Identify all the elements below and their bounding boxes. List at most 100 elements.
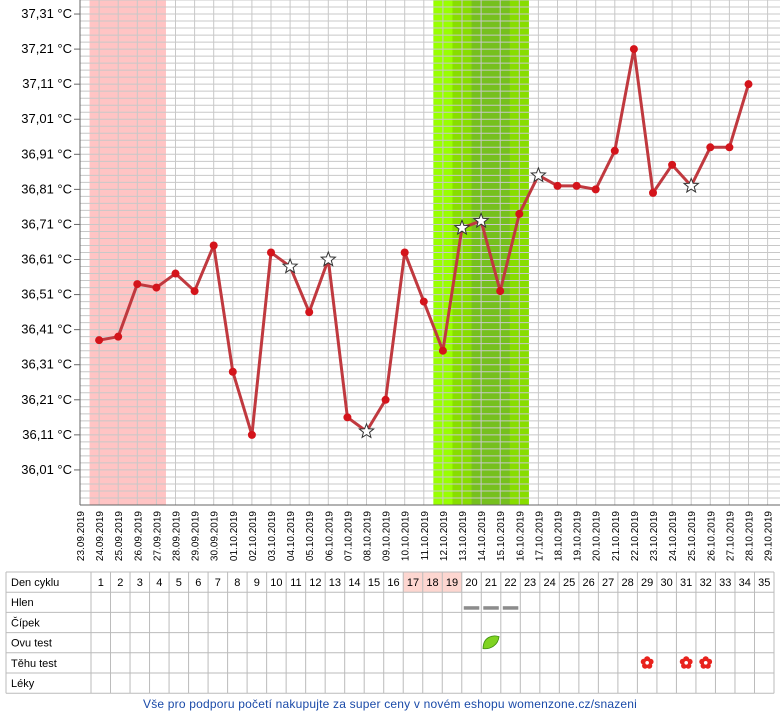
highlight-cell	[442, 572, 462, 593]
y-tick-label: 37,21 °C	[21, 41, 72, 56]
x-tick-label: 28.10.2019	[745, 511, 756, 561]
x-tick-label: 13.10.2019	[458, 511, 469, 561]
data-point	[114, 332, 123, 341]
y-tick-label: 36,71 °C	[21, 216, 72, 231]
highlight-cell	[422, 572, 443, 593]
data-point	[744, 80, 753, 89]
cycle-day: 21	[485, 577, 497, 589]
cycle-table: Den cyklu Hlen Čípek Ovu test Těhu test Léky 1…	[5, 571, 775, 694]
table-row-label: Den cyklu	[11, 577, 59, 589]
cycle-day: 25	[563, 577, 575, 589]
flower-center	[684, 661, 688, 665]
x-tick-label: 30.09.2019	[210, 511, 221, 561]
x-tick-label: 24.10.2019	[668, 511, 679, 561]
y-axis-labels: 36,01 °C 36,11 °C 36,21 °C 36,31 °C 36,41 °C…	[21, 6, 80, 477]
y-tick-label: 36,51 °C	[21, 287, 72, 302]
x-tick-label: 26.09.2019	[133, 511, 144, 561]
x-tick-label: 01.10.2019	[229, 511, 240, 561]
x-tick-label: 29.10.2019	[764, 511, 775, 561]
cycle-day: 19	[446, 577, 458, 589]
cycle-day: 27	[602, 577, 614, 589]
cycle-day: 16	[387, 577, 399, 589]
cycle-day: 15	[368, 577, 380, 589]
data-point	[305, 308, 314, 317]
x-tick-label: 19.10.2019	[573, 511, 584, 561]
flower-center	[645, 661, 649, 665]
x-tick-label: 06.10.2019	[324, 511, 335, 561]
x-tick-label: 04.10.2019	[286, 511, 297, 561]
cycle-day: 2	[117, 577, 123, 589]
hlen-marker	[502, 606, 519, 610]
data-point-star	[682, 176, 700, 194]
cycle-day: 11	[290, 577, 301, 589]
y-tick-label: 36,61 °C	[21, 252, 72, 267]
x-tick-label: 12.10.2019	[439, 511, 450, 561]
cycle-day: 28	[622, 577, 634, 589]
x-tick-label: 02.10.2019	[248, 511, 259, 561]
data-point	[438, 346, 447, 355]
x-tick-label: 17.10.2019	[534, 511, 545, 561]
cycle-day: 24	[543, 577, 555, 589]
flower-center	[703, 661, 708, 665]
cycle-day: 35	[758, 577, 770, 589]
flower-petal	[679, 658, 686, 665]
x-tick-label: 23.09.2019	[76, 511, 87, 561]
data-point	[95, 336, 104, 345]
x-tick-label: 15.10.2019	[496, 511, 507, 561]
flower-petal	[699, 658, 706, 665]
y-tick-label: 36,21 °C	[21, 392, 72, 407]
cycle-day: 6	[195, 577, 201, 589]
cycle-day: 22	[504, 577, 516, 589]
hlen-marker	[463, 606, 480, 610]
data-point	[209, 241, 218, 250]
x-tick-label: 09.10.2019	[382, 511, 393, 561]
y-tick-label: 36,01 °C	[21, 462, 72, 477]
y-tick-label: 36,41 °C	[21, 322, 72, 337]
cycle-day: 8	[234, 577, 240, 589]
table-row-label: Těhu test	[11, 658, 57, 670]
cycle-day: 30	[661, 577, 673, 589]
table-row-label: Ovu test	[11, 638, 52, 650]
y-tick-label: 37,31 °C	[21, 6, 72, 21]
hlen-marker	[483, 606, 499, 610]
cycle-day: 33	[719, 577, 731, 589]
cycle-day: 23	[524, 577, 536, 589]
highlight-cell	[403, 572, 423, 593]
y-tick-label: 37,01 °C	[21, 111, 72, 126]
cycle-day: 4	[156, 577, 162, 589]
cycle-day: 1	[98, 577, 104, 589]
y-tick-label: 36,11 °C	[22, 427, 72, 442]
table-row-label: Čípek	[11, 616, 40, 629]
cycle-day: 14	[348, 577, 360, 589]
x-axis-labels: 23.09.2019 24.09.2019 25.09.2019 26.09.2019…	[76, 511, 775, 561]
data-point	[706, 143, 715, 152]
x-tick-label: 07.10.2019	[343, 511, 354, 561]
data-point	[649, 188, 657, 197]
x-tick-label: 27.10.2019	[725, 511, 736, 561]
temperature-series	[95, 45, 753, 439]
data-point-star	[358, 422, 375, 439]
data-point	[591, 185, 600, 194]
y-tick-label: 36,31 °C	[21, 357, 72, 372]
cycle-day: 17	[407, 577, 419, 589]
table-row-label: Léky	[11, 678, 35, 690]
chart-grid	[79, 0, 780, 506]
x-tick-label: 08.10.2019	[363, 511, 374, 561]
footer-promo-text[interactable]: Vše pro podporu početí nakupujte za supe…	[142, 697, 638, 711]
x-tick-label: 16.10.2019	[515, 511, 526, 561]
x-tick-label: 29.09.2019	[191, 511, 202, 561]
x-tick-label: 24.09.2019	[95, 511, 106, 561]
data-point	[668, 160, 677, 169]
data-point	[572, 181, 581, 190]
ovu-leaf-icon	[482, 635, 500, 650]
x-tick-label: 18.10.2019	[554, 511, 565, 561]
x-tick-label: 20.10.2019	[592, 511, 603, 561]
data-point-star	[529, 166, 547, 183]
data-point	[553, 181, 562, 190]
flower-petal	[640, 658, 647, 665]
data-point-star	[281, 257, 299, 274]
data-point	[496, 287, 505, 296]
data-point	[515, 209, 524, 218]
data-point	[725, 143, 734, 152]
